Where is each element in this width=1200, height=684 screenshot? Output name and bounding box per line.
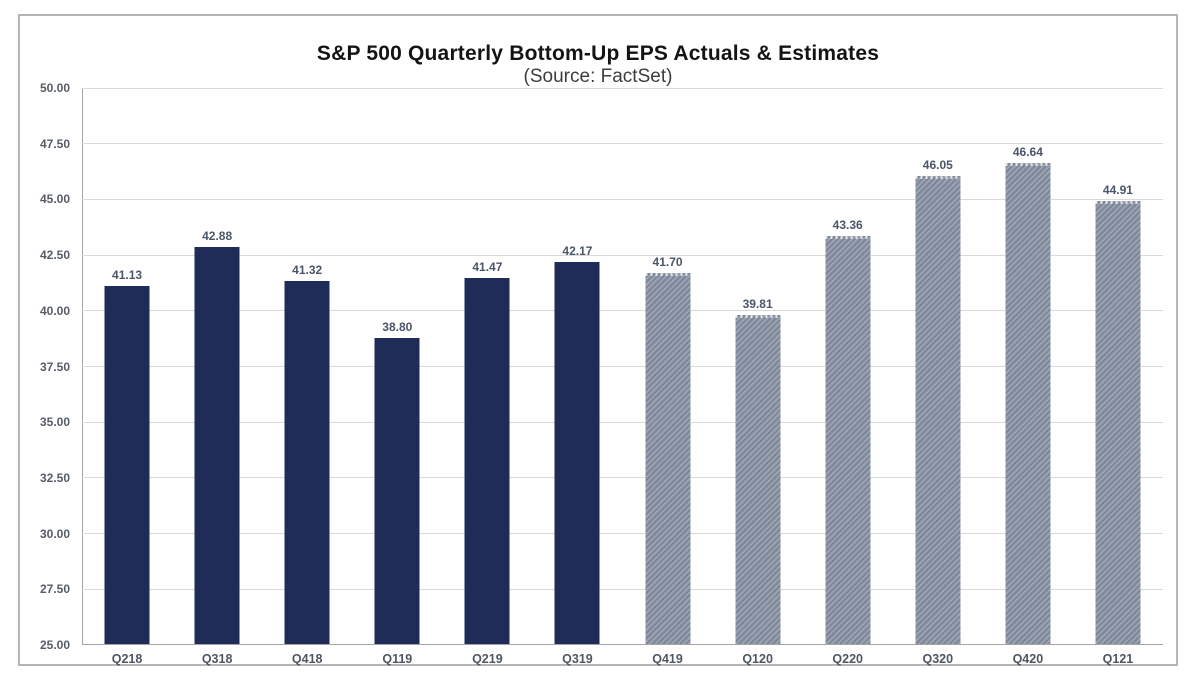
bar-value-label: 42.17 [562,244,593,259]
x-axis-label: Q418 [291,652,323,666]
bar-value-label: 44.91 [1102,183,1133,198]
x-axis-label: Q320 [922,652,954,666]
y-axis-label: 32.50 [39,470,70,485]
bar-column: 41.47 Q219 [442,88,532,665]
bar-value-label: 43.36 [832,217,863,232]
bar-column: 44.91 Q121 [1073,88,1163,665]
bar-actual [284,281,330,644]
x-axis-label: Q119 [382,652,413,666]
bar-actual [104,285,150,644]
bar-estimate [915,176,961,644]
y-axis-label: 40.00 [39,303,70,318]
bar-column: 46.64 Q420 [983,88,1073,665]
bar-actual [554,262,600,644]
bar-value-label: 41.47 [472,260,503,275]
bar-column: 42.88 Q318 [172,88,262,665]
gridline [82,588,1163,590]
gridline [82,310,1163,312]
bar-column: 42.17 Q319 [532,88,622,665]
y-axis-label: 45.00 [39,192,70,207]
x-axis-label: Q420 [1012,652,1044,666]
gridline [82,533,1163,535]
bar-value-label: 39.81 [742,297,773,312]
bar-column: 41.32 Q418 [262,88,352,665]
x-axis-label: Q218 [111,652,143,666]
bar-column: 46.05 Q320 [893,88,983,665]
y-axis: 25.00 27.50 30.00 32.50 35.00 37.50 40.00 42.50… [20,82,70,651]
gridline [82,421,1163,423]
gridline [82,87,1163,89]
x-axis-label: Q220 [832,652,863,666]
y-axis-label: 42.50 [39,248,70,263]
bar-column: 43.36 Q220 [803,88,893,665]
x-axis-label: Q120 [742,652,773,666]
gridline [82,198,1163,200]
y-axis-label: 50.00 [39,81,70,95]
gridline [82,366,1163,367]
chart-subtitle: (Source: FactSet) [523,66,673,87]
gridline [82,143,1163,145]
bar-value-label: 38.80 [382,319,413,334]
bar-estimate [1005,162,1051,644]
bar-value-label: 41.13 [112,267,143,282]
bar-estimate [735,315,781,644]
bar-value-label: 46.64 [1012,144,1043,159]
x-axis-label: Q419 [652,652,683,666]
x-axis-label: Q121 [1102,652,1134,666]
bar-column: 41.70 Q419 [623,88,713,665]
bar-column: 38.80 Q119 [352,88,442,665]
bar-value-label: 41.70 [652,254,683,269]
bar-value-label: 41.32 [292,263,323,278]
y-axis-label: 27.50 [39,582,70,597]
x-axis-label: Q319 [562,652,593,666]
bar-column: 41.13 Q218 [82,88,172,665]
bar-estimate [645,272,691,644]
y-axis-label: 35.00 [39,415,70,430]
gridline [82,254,1163,256]
y-axis-label: 25.00 [39,638,70,652]
x-axis-line [82,644,1163,645]
bar-actual [194,246,240,644]
bar-actual [374,337,420,644]
plot-area: 41.13 Q218 42.88 Q318 41.32 Q418 38.80 Q119 41.4… [82,87,1163,665]
y-axis-label: 47.50 [39,136,70,151]
gridline [82,477,1163,479]
bar-actual [464,278,510,644]
chart-title: S&P 500 Quarterly Bottom-Up EPS Actuals … [316,42,880,65]
x-axis-label: Q219 [472,652,503,666]
bar-estimate [825,235,871,644]
y-axis-label: 37.50 [39,359,70,374]
bar-estimate [1095,201,1141,644]
x-axis-label: Q318 [201,652,233,666]
bar-value-label: 42.88 [202,228,233,243]
y-axis-label: 30.00 [39,526,70,541]
bar-column: 39.81 Q120 [713,88,803,665]
bar-value-label: 46.05 [922,158,953,173]
